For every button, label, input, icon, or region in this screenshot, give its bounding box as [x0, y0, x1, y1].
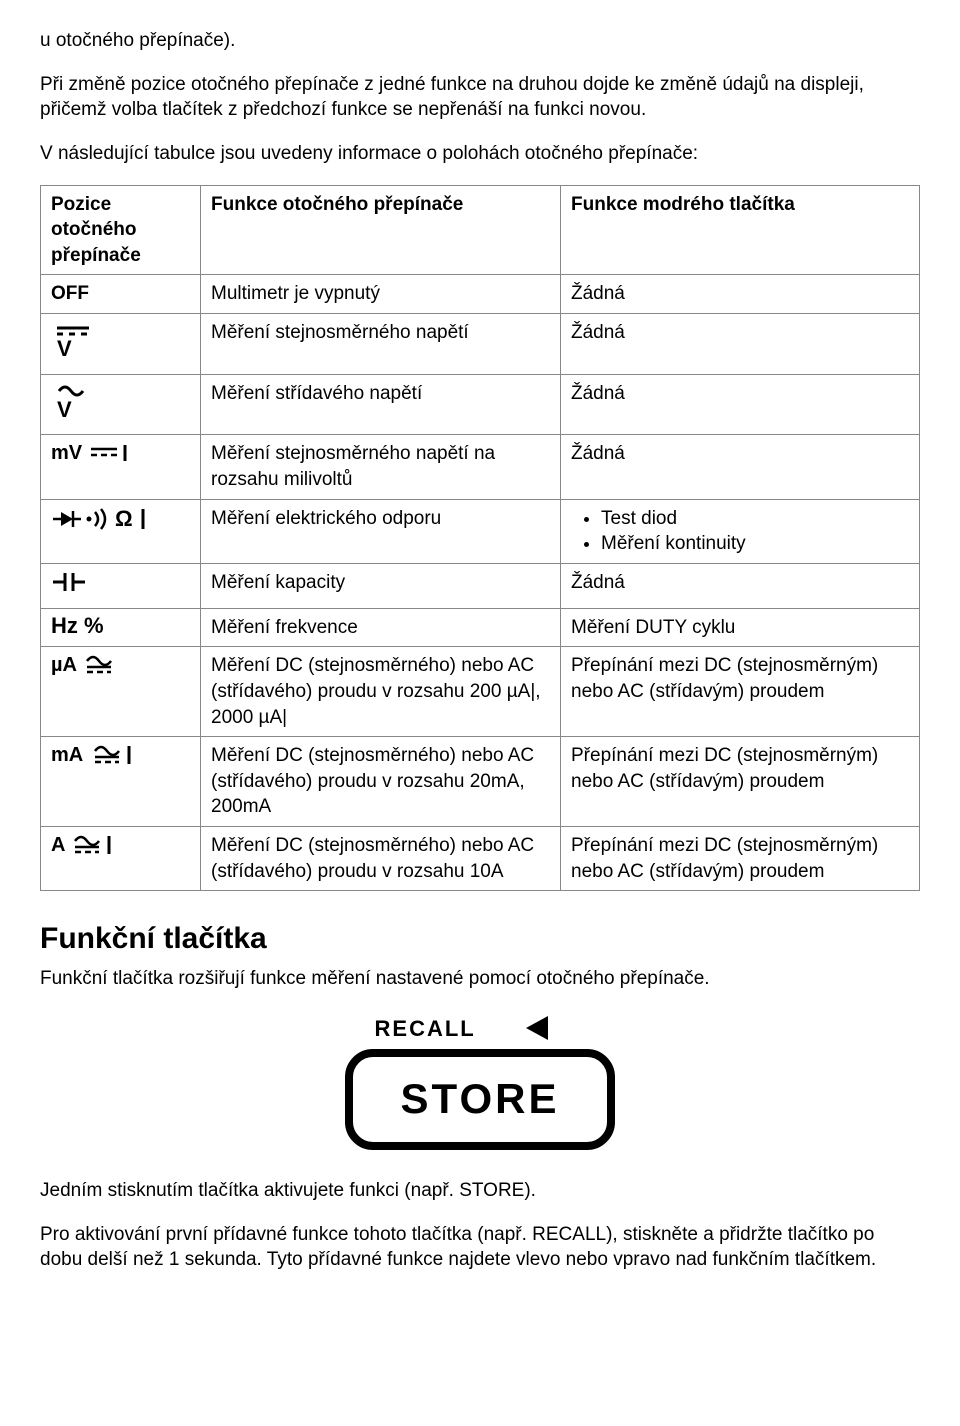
- triangle-left-icon: [526, 1016, 548, 1040]
- table-row: µA Měření DC (stejnosměrného) nebo AC (s…: [41, 647, 920, 737]
- sym-A: A: [41, 827, 201, 891]
- blue-btn-list: Test diod Měření kontinuity: [571, 506, 909, 557]
- svg-text:V: V: [57, 336, 72, 360]
- table-row: V Měření střídavého napětí Žádná: [41, 374, 920, 435]
- table-row: Hz % Měření frekvence Měření DUTY cyklu: [41, 608, 920, 647]
- svg-text:µA: µA: [51, 654, 77, 676]
- th-function: Funkce otočného přepínače: [201, 185, 561, 275]
- section-p3: Pro aktivování první přídavné funkce toh…: [40, 1222, 920, 1273]
- store-button-figure: RECALL STORE: [40, 1014, 920, 1150]
- section-p2: Jedním stisknutím tlačítka aktivujete fu…: [40, 1178, 920, 1204]
- sym-hz-pct: Hz %: [41, 608, 201, 647]
- svg-text:V: V: [57, 397, 72, 421]
- table-row: mV Měření stejnosměrného napětí na rozsa…: [41, 435, 920, 499]
- recall-label: RECALL: [375, 1014, 476, 1044]
- table-row: Měření kapacity Žádná: [41, 563, 920, 608]
- th-position: Pozice otočného přepínače: [41, 185, 201, 275]
- rotary-switch-table: Pozice otočného přepínače Funkce otočnéh…: [40, 185, 920, 892]
- section-p1: Funkční tlačítka rozšiřují funkce měření…: [40, 966, 920, 992]
- section-heading: Funkční tlačítka: [40, 919, 920, 960]
- th-blue-button: Funkce modrého tlačítka: [561, 185, 920, 275]
- table-row: Ω Měření elektrického odporu Test diod M…: [41, 499, 920, 563]
- sym-mA: mA: [41, 737, 201, 827]
- table-row: V Měření stejnosměrného napětí Žádná: [41, 314, 920, 375]
- svg-text:A: A: [51, 834, 65, 856]
- sym-diode-cont-ohm: Ω: [41, 499, 201, 563]
- store-button-graphic: STORE: [345, 1049, 616, 1150]
- table-lead: V následující tabulce jsou uvedeny infor…: [40, 141, 920, 167]
- sym-mvdc: mV: [41, 435, 201, 499]
- table-row: mA Měření DC (stejnosměrného) nebo AC (s…: [41, 737, 920, 827]
- sym-capacitor: [41, 563, 201, 608]
- sym-uA: µA: [41, 647, 201, 737]
- svg-text:Ω: Ω: [115, 506, 133, 531]
- svg-text:mV: mV: [51, 442, 83, 464]
- intro-fragment: u otočného přepínače).: [40, 28, 920, 54]
- table-row: OFF Multimetr je vypnutý Žádná: [41, 275, 920, 314]
- sym-vac: V: [41, 374, 201, 435]
- svg-text:mA: mA: [51, 744, 83, 766]
- sym-off: OFF: [41, 275, 201, 314]
- table-row: A Měření DC (stejnosměrného) nebo AC (st…: [41, 827, 920, 891]
- sym-vdc: V: [41, 314, 201, 375]
- intro-paragraph: Při změně pozice otočného přepínače z je…: [40, 72, 920, 123]
